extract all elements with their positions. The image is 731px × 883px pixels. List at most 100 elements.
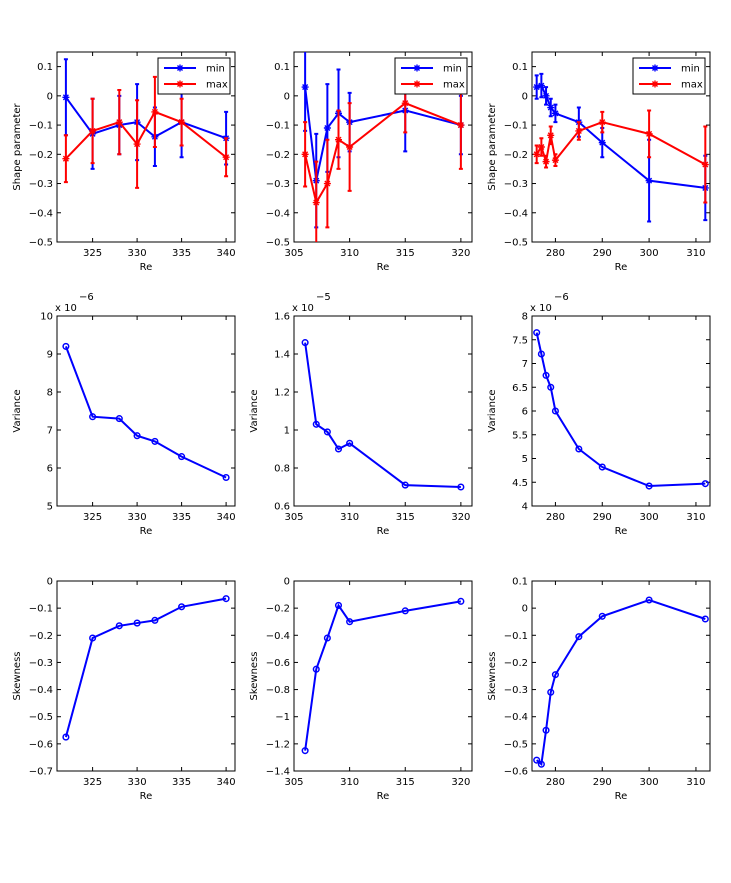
x-axis-label: Re: [615, 791, 628, 802]
y-tick-label: 1.4: [274, 350, 290, 361]
y-tick-label: −0.1: [29, 604, 53, 615]
legend-marker-max: [651, 80, 659, 88]
data-point-circle: [401, 607, 409, 615]
data-point-star: [323, 124, 331, 132]
legend: min max: [632, 57, 706, 95]
x-tick-label: 325: [83, 512, 102, 523]
axes-box: [531, 580, 711, 772]
data-point-star: [645, 130, 653, 138]
x-tick-label: 305: [284, 512, 303, 523]
y-tick-label: −0.6: [29, 739, 53, 750]
y-tick-label: 6: [522, 407, 528, 418]
y-tick-label: −0.4: [504, 208, 528, 219]
y-tick-label: 1.2: [274, 388, 290, 399]
legend-entry-max: max: [443, 80, 465, 91]
y-tick-label: −0.7: [29, 767, 53, 778]
y-tick-label: 0.6: [274, 502, 290, 513]
data-point-circle: [701, 615, 709, 623]
x-tick-label: 335: [172, 248, 191, 259]
data-point-circle: [551, 671, 559, 679]
data-point-star: [542, 92, 550, 100]
data-point-star: [301, 150, 309, 158]
legend-marker-min: [413, 64, 421, 72]
y-tick-label: −0.2: [266, 150, 290, 161]
y-tick-label: −0.4: [29, 208, 53, 219]
data-point-star: [457, 121, 465, 129]
data-point-star: [598, 118, 606, 126]
y-tick-label: −0.3: [29, 179, 53, 190]
series-line-skewness: [536, 598, 706, 767]
y-tick-label: 0: [47, 91, 53, 102]
x-tick-label: 330: [128, 512, 147, 523]
y-tick-label: −1.4: [266, 767, 290, 778]
data-point-circle: [222, 473, 230, 482]
legend: min max: [394, 57, 468, 95]
data-point-circle: [301, 747, 309, 755]
data-point-circle: [533, 329, 541, 337]
y-tick-label: −0.4: [266, 631, 290, 642]
x-tick-label: 310: [686, 512, 705, 523]
data-point-circle: [401, 481, 409, 489]
y-tick-label: −1.2: [266, 739, 290, 750]
axes-box: [293, 580, 473, 772]
legend-entry-max: max: [681, 80, 703, 91]
x-tick-label: 310: [686, 777, 705, 788]
data-point-circle: [151, 616, 159, 624]
data-point-star: [133, 140, 141, 148]
y-tick-label: 6.5: [512, 383, 528, 394]
x-axis-label: Re: [377, 262, 390, 273]
x-tick-label: 280: [546, 512, 565, 523]
data-point-star: [547, 131, 555, 139]
data-point-circle: [178, 453, 186, 461]
y-tick-label: 7.5: [512, 335, 528, 346]
x-axis-label: Re: [140, 262, 153, 273]
data-point-circle: [598, 612, 606, 620]
data-point-circle: [346, 439, 354, 447]
x-tick-label: 315: [396, 248, 415, 259]
y-tick-label: 0.1: [274, 62, 290, 73]
series-skewness: [62, 595, 230, 741]
exponent-label: x 10: [530, 303, 552, 314]
y-axis-label: Shape parameter: [12, 102, 23, 190]
legend: min max: [157, 57, 231, 95]
data-point-circle: [62, 342, 70, 350]
chart-panel-7: 325 330 335 340 0 −0.1 −0.2 −0.3 −0.4 −0.5 −0.6 −0.…: [12, 577, 236, 803]
y-tick-label: −0.1: [266, 121, 290, 132]
series-variance: [301, 339, 465, 491]
data-point-circle: [575, 633, 583, 641]
x-tick-label: 335: [172, 512, 191, 523]
y-tick-label: −0.1: [504, 631, 528, 642]
plot-area: [533, 596, 709, 768]
data-point-star: [533, 150, 541, 158]
data-point-circle: [551, 407, 559, 415]
data-point-circle: [133, 432, 141, 440]
y-axis-label: Skewness: [249, 651, 260, 700]
data-point-star: [542, 158, 550, 166]
data-point-star: [323, 180, 331, 188]
series-skewness: [533, 596, 709, 768]
y-tick-label: 8: [522, 312, 528, 323]
data-point-circle: [89, 634, 97, 642]
data-point-circle: [547, 383, 555, 391]
x-tick-label: 320: [451, 777, 470, 788]
y-axis-label: Skewness: [487, 651, 498, 700]
y-tick-label: 9: [47, 350, 53, 361]
series-line-variance: [64, 346, 227, 479]
y-tick-label: 10: [40, 312, 53, 323]
y-tick-label: −0.2: [504, 150, 528, 161]
x-tick-label: 320: [451, 248, 470, 259]
y-tick-label: −0.5: [266, 238, 290, 249]
data-point-circle: [151, 437, 159, 445]
x-tick-label: 280: [546, 248, 565, 259]
x-tick-label: 315: [396, 512, 415, 523]
y-tick-label: −0.3: [29, 658, 53, 669]
data-point-star: [551, 156, 559, 164]
legend-marker-max: [413, 80, 421, 88]
data-point-circle: [115, 622, 123, 630]
series-line-variance: [304, 342, 461, 488]
x-tick-label: 340: [217, 248, 236, 259]
data-point-star: [547, 104, 555, 112]
series-line-variance: [535, 332, 706, 488]
y-tick-label: 5: [47, 502, 53, 513]
data-point-circle: [115, 415, 123, 423]
